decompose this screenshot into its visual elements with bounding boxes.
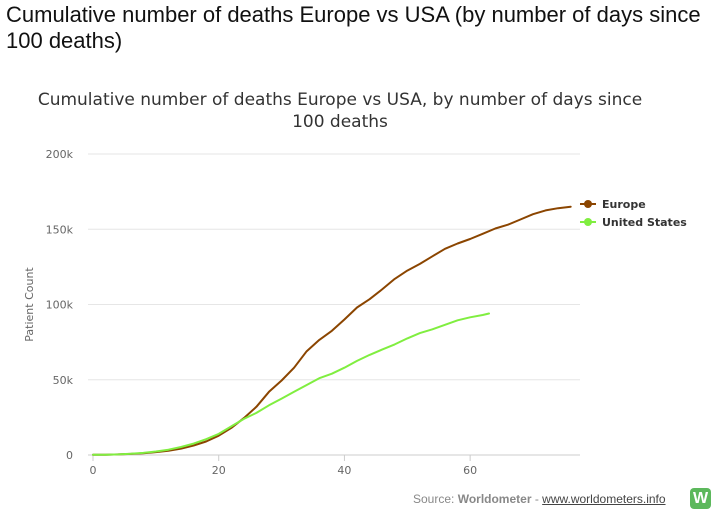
x-tick-label: 40 bbox=[337, 464, 351, 477]
series-line-europe[interactable] bbox=[92, 205, 572, 456]
legend-label-europe[interactable]: Europe bbox=[602, 198, 646, 211]
source-credit: Source: Worldometer - www.worldometers.i… bbox=[413, 489, 666, 509]
legend-marker-united-states bbox=[584, 218, 592, 226]
chart-title: Cumulative number of deaths Europe vs US… bbox=[38, 90, 642, 132]
legend[interactable]: Europe United States bbox=[580, 198, 687, 229]
x-tick-label: 20 bbox=[212, 464, 226, 477]
source-prefix: Source: bbox=[413, 492, 458, 506]
y-axis-label: Patient Count bbox=[23, 267, 36, 342]
x-axis-ticks: 0 20 40 60 bbox=[90, 455, 477, 477]
x-tick-label: 60 bbox=[463, 464, 477, 477]
y-tick-label: 0 bbox=[66, 449, 73, 462]
y-axis-ticks: 0 50k 100k 150k 200k bbox=[46, 148, 74, 462]
y-tick-label: 150k bbox=[46, 223, 74, 236]
page-heading: Cumulative number of deaths Europe vs US… bbox=[6, 2, 701, 53]
source-separator: - bbox=[531, 492, 543, 506]
series-line-united-states[interactable] bbox=[92, 312, 490, 456]
grid-lines bbox=[88, 153, 580, 456]
source-name: Worldometer bbox=[457, 492, 532, 506]
series-lines bbox=[92, 205, 572, 456]
chart-title-line: 100 deaths bbox=[292, 112, 388, 132]
legend-marker-europe bbox=[584, 200, 592, 208]
y-tick-label: 100k bbox=[46, 299, 74, 312]
source-link[interactable]: www.worldometers.info bbox=[542, 492, 666, 506]
worldometer-logo-icon[interactable]: W bbox=[690, 488, 711, 509]
legend-label-united-states[interactable]: United States bbox=[602, 216, 687, 229]
y-axis-title: Patient Count bbox=[23, 267, 36, 342]
chart-title-line: Cumulative number of deaths Europe vs US… bbox=[38, 90, 642, 110]
y-tick-label: 200k bbox=[46, 148, 74, 161]
x-tick-label: 0 bbox=[90, 464, 97, 477]
y-tick-label: 50k bbox=[53, 374, 74, 387]
